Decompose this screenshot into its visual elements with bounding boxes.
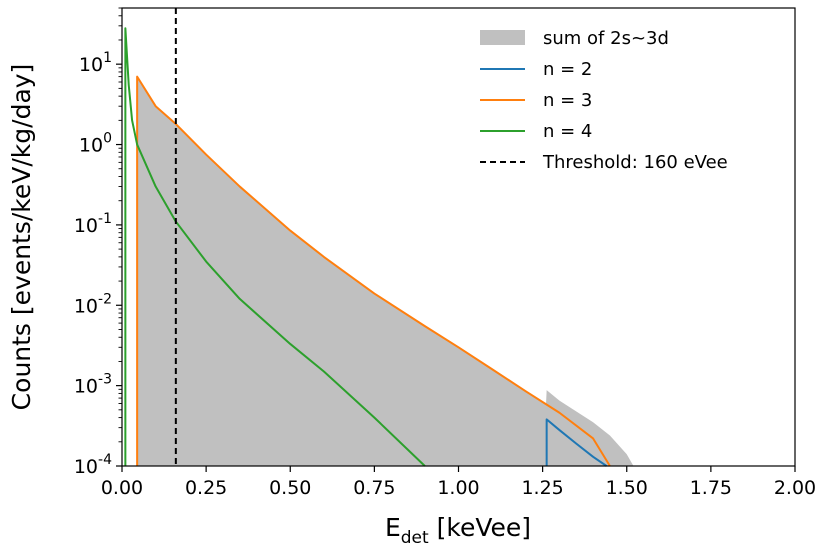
y-tick-label: 10-2 xyxy=(74,291,112,317)
legend-label: Threshold: 160 eVee xyxy=(542,152,728,173)
legend-label: n = 3 xyxy=(543,90,592,111)
x-axis-title-unit: [keVee] xyxy=(429,513,531,542)
x-tick-label: 1.00 xyxy=(437,477,479,499)
x-tick-label: 0.50 xyxy=(269,477,311,499)
y-tick-label: 101 xyxy=(79,50,112,76)
y-tick-label: 10-4 xyxy=(74,452,112,478)
x-axis-title-subscript: det xyxy=(401,528,429,548)
x-axis-title: Edet [keVee] xyxy=(385,513,531,548)
x-tick-label: 1.25 xyxy=(521,477,563,499)
x-tick-label: 0.00 xyxy=(101,477,143,499)
series-line-2 xyxy=(136,75,611,467)
y-tick-label: 10-3 xyxy=(74,372,112,398)
x-tick-label: 1.50 xyxy=(606,477,648,499)
legend-label: sum of 2s~3d xyxy=(543,28,669,49)
y-axis-title: Counts [events/keV/kg/day] xyxy=(7,64,36,411)
legend-label: n = 4 xyxy=(543,121,592,142)
series-line-1 xyxy=(545,418,608,467)
legend-swatch-sum xyxy=(480,30,525,45)
legend-label: n = 2 xyxy=(543,59,592,80)
x-tick-label: 0.75 xyxy=(353,477,395,499)
y-tick-label: 10-1 xyxy=(74,211,112,237)
legend: sum of 2s~3d n = 2 n = 3 n = 4 Threshold: 16… xyxy=(480,28,728,173)
area-sum-fill xyxy=(137,76,634,467)
x-tick-label: 2.00 xyxy=(774,477,816,499)
x-tick-label: 0.25 xyxy=(185,477,227,499)
y-tick-label: 100 xyxy=(79,131,112,157)
x-tick-label: 1.75 xyxy=(690,477,732,499)
